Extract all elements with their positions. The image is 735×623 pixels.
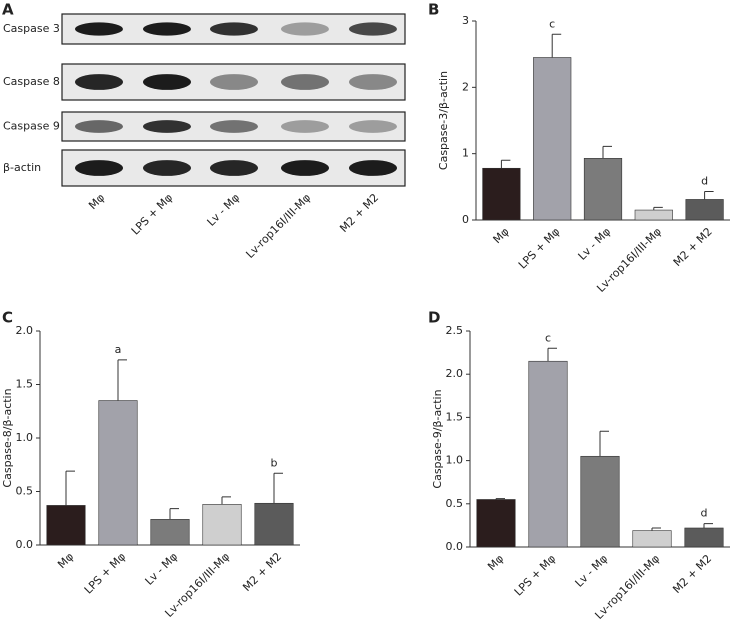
blot-band [210,120,258,133]
y-tick-label: 2 [462,80,469,93]
panel-letter: A [2,1,14,19]
bar [202,504,242,546]
bar [528,360,568,548]
blot-band [349,22,397,36]
bar [476,499,516,548]
y-tick-label: 0.5 [16,485,34,498]
significance-label: c [545,331,551,344]
y-tick-label: 1.0 [16,431,34,444]
bar [533,57,572,221]
error-bar [65,470,75,506]
blot-band [210,74,258,90]
panel-letter: C [2,309,13,327]
blot-band [349,160,397,176]
error-bar [547,347,557,362]
error-bar [495,498,505,500]
blot-band [210,22,258,36]
bar [46,505,86,546]
significance-label: b [271,456,278,469]
error-bar [117,359,127,401]
y-tick-label: 2.0 [446,367,464,380]
blot-band [281,160,329,176]
y-axis-label: Caspase-8/β-actin [1,388,14,487]
blot-band [143,22,191,36]
blot-row-label: β-actin [3,161,41,174]
y-tick-label: 2.0 [16,324,34,337]
y-tick-label: 3 [462,14,469,27]
error-bar [651,527,661,531]
blot-band [281,22,329,36]
panel-letter: D [428,309,440,327]
bar [684,527,724,548]
error-bar [703,523,713,528]
blot-band [75,120,123,133]
blot-band [75,160,123,176]
blot-band [281,74,329,90]
blot-band [210,160,258,176]
error-bar [500,159,511,169]
error-bar [169,508,179,520]
error-bar [273,472,283,504]
blot-band [75,22,123,36]
blot-band [349,74,397,90]
blot-band [349,120,397,133]
y-tick-label: 1.0 [446,454,464,467]
significance-label: a [115,343,122,356]
y-tick-label: 0.0 [446,540,464,553]
blot-band [75,74,123,90]
error-bar [599,430,609,457]
bar [580,455,620,548]
bar [482,167,521,221]
significance-label: d [701,174,708,187]
bar [98,400,138,546]
y-tick-label: 1 [462,147,469,160]
error-bar [221,496,231,505]
blot-band [143,160,191,176]
y-axis-label: Caspase-9/β-actin [431,389,444,488]
bar [583,158,623,221]
bar [685,199,724,221]
y-tick-label: 0.5 [446,497,464,510]
error-bar [653,206,663,211]
error-bar [602,145,612,159]
error-bar [704,190,714,200]
bar [254,502,294,546]
blot-row-label: Caspase 9 [3,120,60,133]
bar [634,209,673,221]
blot-row-label: Caspase 8 [3,75,60,88]
significance-label: d [701,507,708,520]
blot-band [281,120,329,133]
significance-label: c [549,17,555,30]
error-bar [551,33,562,58]
blot-band [143,120,191,133]
y-tick-label: 1.5 [446,410,464,423]
y-tick-label: 1.5 [16,378,34,391]
bar [150,519,190,546]
y-tick-label: 2.5 [446,324,464,337]
bar [632,530,672,548]
y-tick-label: 0 [462,213,469,226]
panel-letter: B [428,1,439,19]
y-axis-label: Caspase-3/β-actin [437,71,450,170]
blot-band [143,74,191,90]
blot-row-label: Caspase 3 [3,22,60,35]
y-tick-label: 0.0 [16,538,34,551]
